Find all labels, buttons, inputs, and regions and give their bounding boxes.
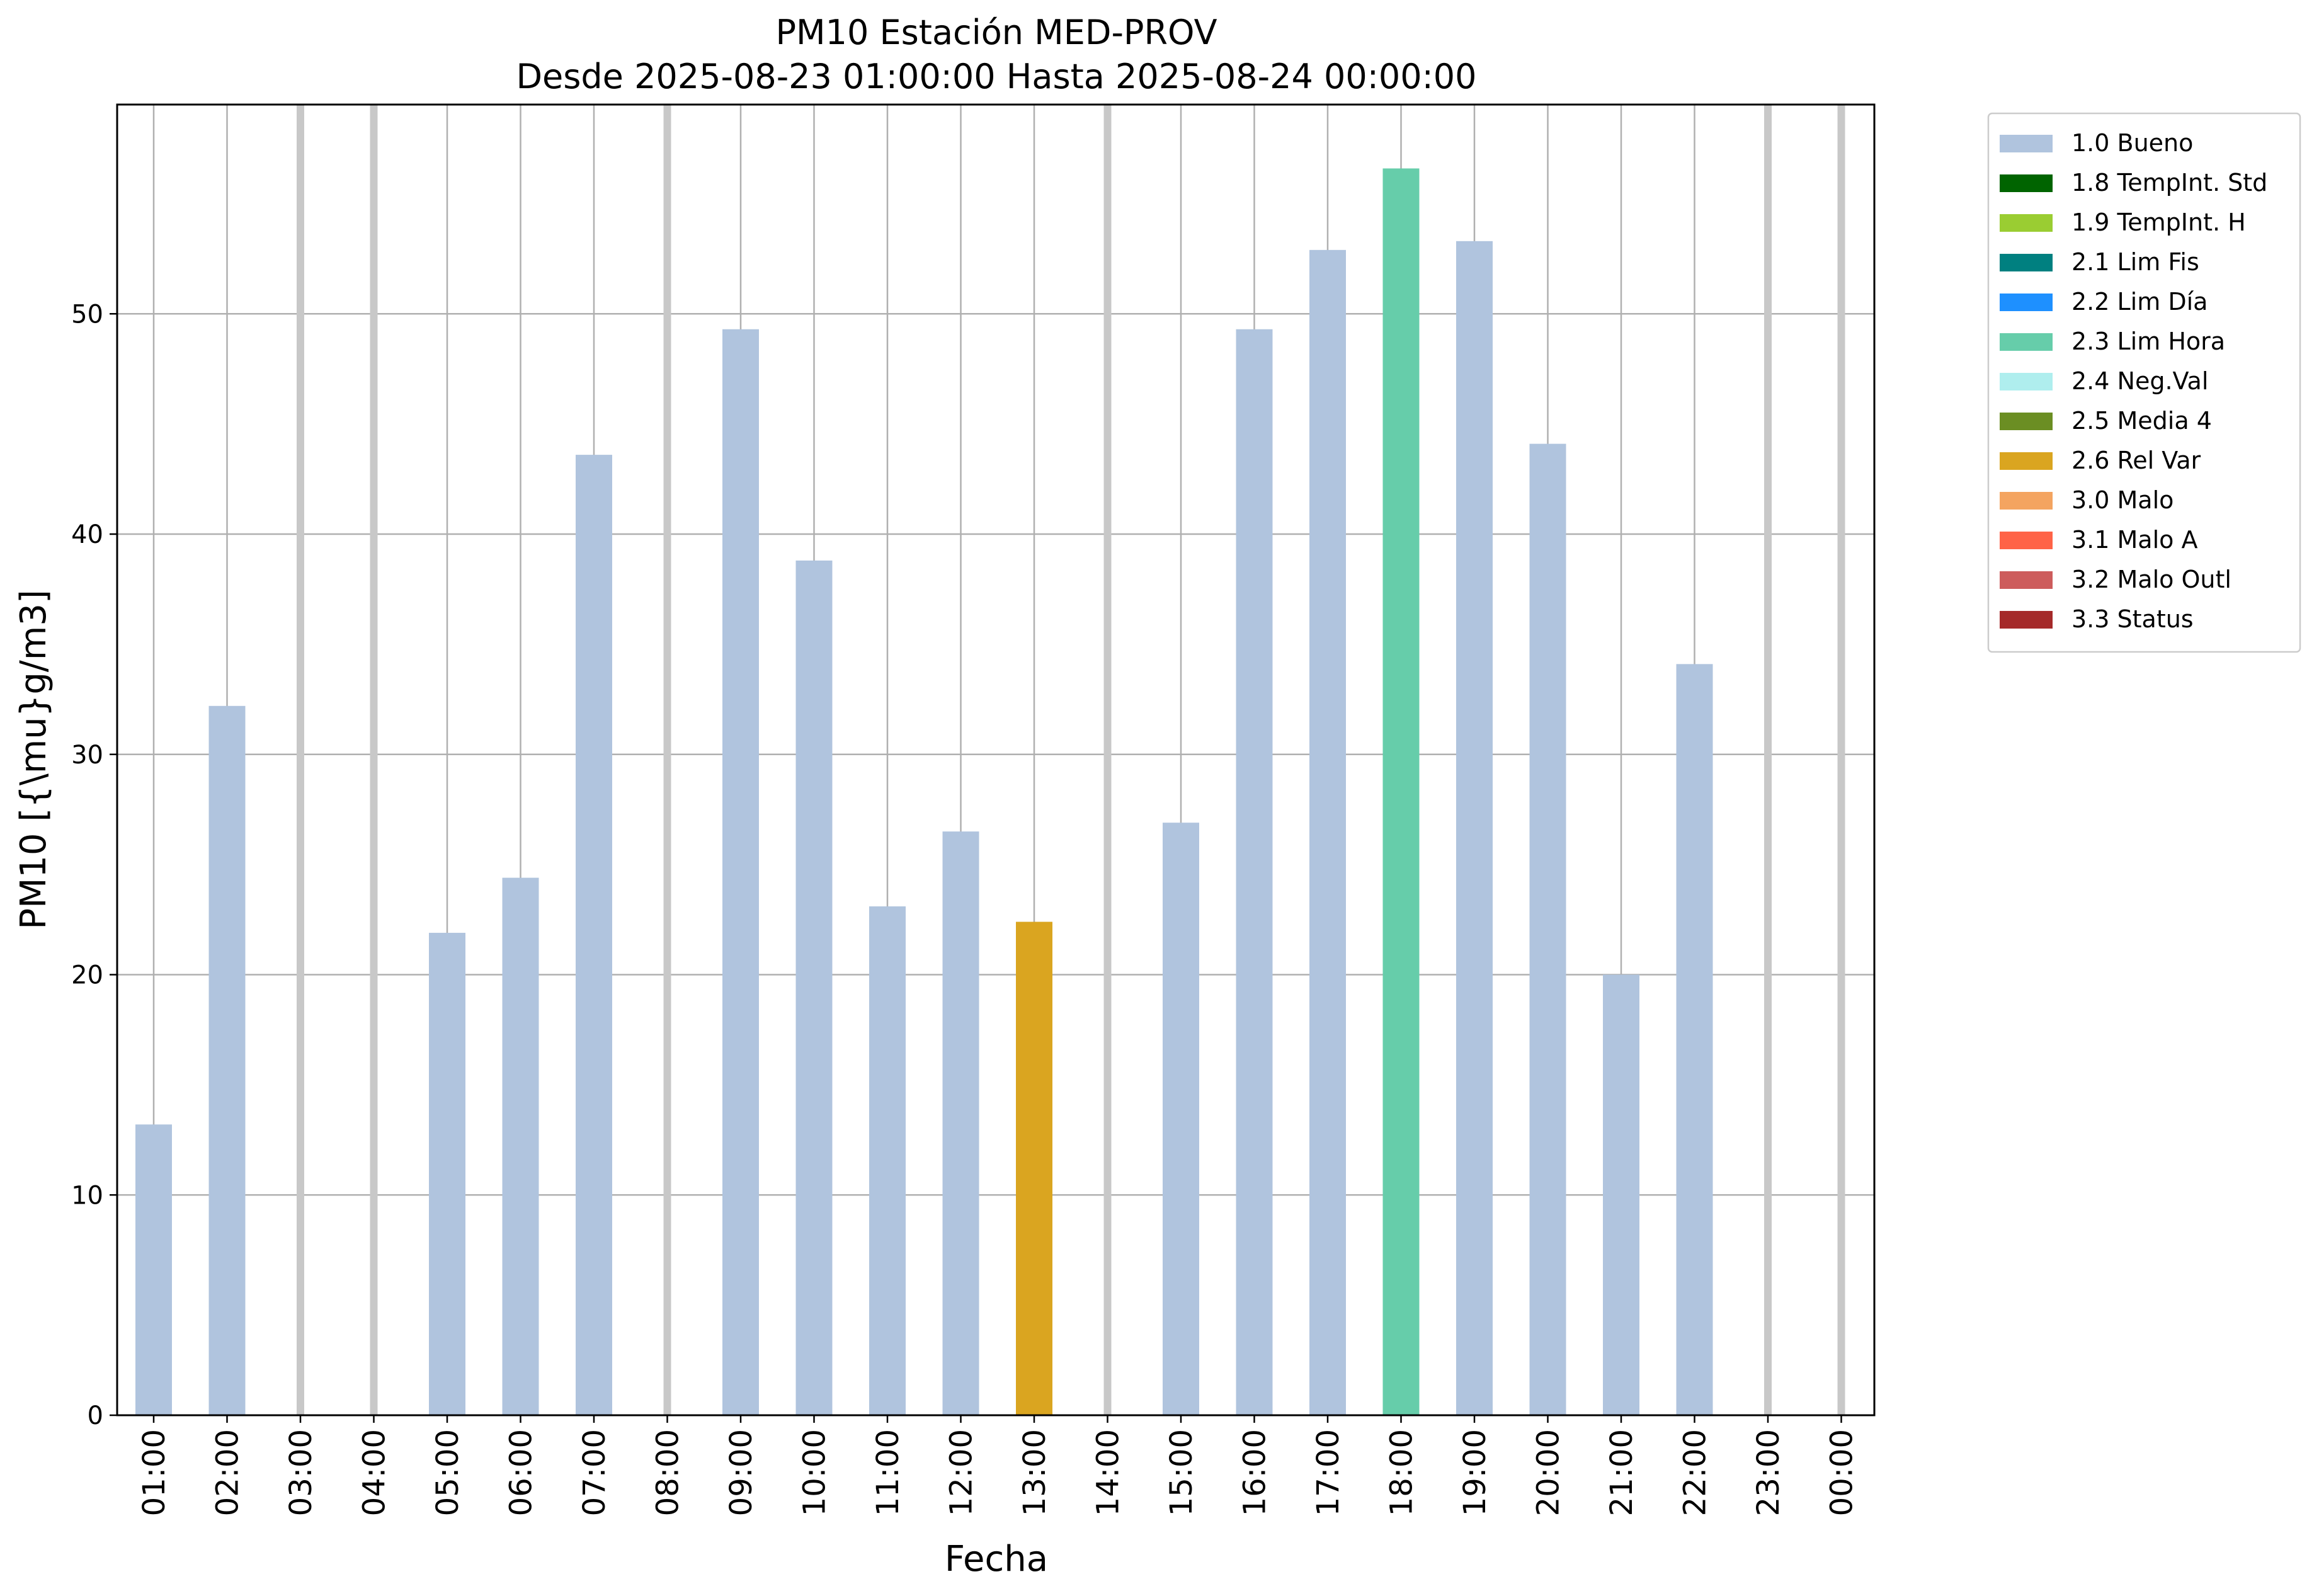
bar bbox=[795, 560, 833, 1415]
legend-swatch bbox=[2000, 373, 2053, 390]
x-tick-label: 17:00 bbox=[1311, 1429, 1346, 1516]
legend-swatch bbox=[2000, 214, 2053, 232]
x-tick-label: 12:00 bbox=[944, 1429, 979, 1516]
legend-swatch bbox=[2000, 333, 2053, 351]
legend-swatch bbox=[2000, 611, 2053, 629]
x-tick-label: 21:00 bbox=[1604, 1429, 1639, 1516]
legend-swatch bbox=[2000, 571, 2053, 589]
bar bbox=[135, 1124, 172, 1415]
x-tick-label: 19:00 bbox=[1457, 1429, 1493, 1516]
x-tick-label: 18:00 bbox=[1384, 1429, 1420, 1516]
legend-label: 2.6 Rel Var bbox=[2071, 447, 2201, 474]
bar bbox=[1309, 249, 1346, 1415]
x-tick-label: 14:00 bbox=[1091, 1429, 1126, 1516]
legend-label: 1.9 TempInt. H bbox=[2071, 208, 2246, 236]
x-tick-label: 10:00 bbox=[797, 1429, 833, 1516]
bar bbox=[1603, 974, 1639, 1415]
x-tick-label: 02:00 bbox=[210, 1429, 246, 1516]
legend-label: 3.0 Malo bbox=[2071, 486, 2174, 514]
legend-label: 2.1 Lim Fis bbox=[2071, 248, 2199, 276]
bar bbox=[1456, 241, 1493, 1415]
x-tick-label: 23:00 bbox=[1751, 1429, 1786, 1516]
legend-label: 3.2 Malo Outl bbox=[2071, 566, 2231, 593]
x-tick-label: 13:00 bbox=[1017, 1429, 1052, 1516]
legend-label: 3.3 Status bbox=[2071, 605, 2194, 633]
legend: 1.0 Bueno 1.8 TempInt. Std 1.9 TempInt. H 2… bbox=[1987, 112, 2301, 653]
chart-title: PM10 Estación MED-PROV bbox=[775, 13, 1217, 52]
legend-swatch bbox=[2000, 452, 2053, 470]
x-tick-label: 07:00 bbox=[577, 1429, 612, 1516]
legend-label: 2.3 Lim Hora bbox=[2071, 328, 2225, 355]
x-tick-label: 20:00 bbox=[1531, 1429, 1566, 1516]
legend-swatch bbox=[2000, 135, 2053, 152]
legend-swatch bbox=[2000, 532, 2053, 549]
chart-subtitle: Desde 2025-08-23 01:00:00 Hasta 2025-08-… bbox=[516, 57, 1476, 96]
bar bbox=[869, 906, 906, 1415]
x-axis-label: Fecha bbox=[945, 1539, 1048, 1580]
bar bbox=[942, 831, 979, 1415]
x-tick-label: 11:00 bbox=[870, 1429, 906, 1516]
x-tick-label: 06:00 bbox=[504, 1429, 539, 1516]
bar bbox=[429, 933, 465, 1415]
y-tick-label: 0 bbox=[88, 1401, 103, 1430]
x-tick-label: 05:00 bbox=[430, 1429, 465, 1516]
legend-label: 2.2 Lim Día bbox=[2071, 288, 2208, 316]
legend-swatch bbox=[2000, 174, 2053, 192]
bars bbox=[135, 168, 1713, 1416]
x-tick-label: 00:00 bbox=[1825, 1429, 1860, 1516]
y-tick-label: 30 bbox=[71, 741, 103, 770]
bar bbox=[1163, 823, 1199, 1415]
legend-swatch bbox=[2000, 294, 2053, 311]
legend-label: 3.1 Malo A bbox=[2071, 526, 2197, 554]
bar bbox=[208, 705, 246, 1415]
legend-label: 1.0 Bueno bbox=[2071, 129, 2193, 157]
x-tick-label: 03:00 bbox=[283, 1429, 319, 1516]
bar bbox=[1529, 443, 1566, 1415]
x-tick-label: 09:00 bbox=[724, 1429, 759, 1516]
y-tick-label: 50 bbox=[71, 300, 103, 329]
legend-swatch bbox=[2000, 413, 2053, 430]
x-axis: 01:00 02:00 03:00 04:00 05:00 06:00 07:00 08:00… bbox=[137, 1415, 1860, 1516]
bar bbox=[1016, 921, 1052, 1415]
bar bbox=[576, 455, 612, 1416]
legend-swatch bbox=[2000, 254, 2053, 271]
bar bbox=[722, 329, 759, 1415]
x-tick-label: 15:00 bbox=[1164, 1429, 1199, 1516]
x-tick-label: 16:00 bbox=[1238, 1429, 1273, 1516]
y-axis: 0 10 20 30 40 50 bbox=[71, 300, 117, 1430]
x-tick-label: 22:00 bbox=[1678, 1429, 1713, 1516]
y-tick-label: 10 bbox=[71, 1181, 103, 1210]
legend-label: 2.4 Neg.Val bbox=[2071, 367, 2208, 395]
legend-label: 1.8 TempInt. Std bbox=[2071, 169, 2267, 197]
legend-swatch bbox=[2000, 492, 2053, 510]
y-tick-label: 20 bbox=[71, 961, 103, 990]
bar bbox=[1382, 168, 1420, 1415]
bar bbox=[1236, 329, 1273, 1415]
plot-area-frame bbox=[116, 103, 1876, 1416]
bar bbox=[502, 877, 539, 1415]
legend-frame bbox=[1987, 112, 2301, 653]
y-tick-label: 40 bbox=[71, 520, 103, 549]
legend-label: 2.5 Media 4 bbox=[2071, 407, 2212, 435]
y-axis-label: PM10 [{\mu}g/m3] bbox=[13, 590, 54, 930]
x-tick-label: 04:00 bbox=[357, 1429, 392, 1516]
x-tick-label: 08:00 bbox=[651, 1429, 686, 1516]
x-tick-label: 01:00 bbox=[137, 1429, 172, 1516]
bar bbox=[1676, 664, 1713, 1415]
